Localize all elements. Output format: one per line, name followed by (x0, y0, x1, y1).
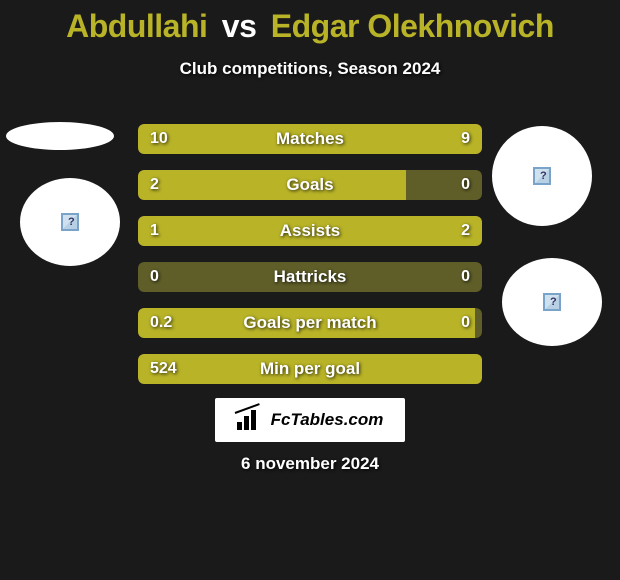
stat-label: Min per goal (138, 354, 482, 384)
image-placeholder-icon (543, 293, 561, 311)
comparison-title: Abdullahi vs Edgar Olekhnovich (0, 0, 620, 45)
image-placeholder-icon (533, 167, 551, 185)
player2-avatar (492, 126, 592, 226)
stat-bar: 1Assists2 (138, 216, 482, 246)
stat-bar: 10Matches9 (138, 124, 482, 154)
image-placeholder-icon (61, 213, 79, 231)
subtitle: Club competitions, Season 2024 (0, 59, 620, 79)
stat-value-right: 2 (461, 216, 470, 246)
stat-value-right: 0 (461, 170, 470, 200)
stat-value-right: 0 (461, 262, 470, 292)
stat-value-right: 0 (461, 308, 470, 338)
player1-avatar (20, 178, 120, 266)
vs-label: vs (222, 8, 257, 44)
stat-label: Goals per match (138, 308, 482, 338)
stat-bars: 10Matches92Goals01Assists20Hattricks00.2… (138, 124, 482, 400)
player1-name: Abdullahi (66, 8, 207, 44)
stat-label: Matches (138, 124, 482, 154)
branding-panel: FcTables.com (215, 398, 405, 442)
avatar-shadow (6, 122, 114, 150)
stat-bar: 2Goals0 (138, 170, 482, 200)
stat-label: Hattricks (138, 262, 482, 292)
player2-avatar-secondary (502, 258, 602, 346)
stat-value-right: 9 (461, 124, 470, 154)
stat-bar: 0.2Goals per match0 (138, 308, 482, 338)
date-label: 6 november 2024 (0, 454, 620, 474)
stat-label: Goals (138, 170, 482, 200)
player2-name: Edgar Olekhnovich (271, 8, 554, 44)
stat-bar: 524Min per goal (138, 354, 482, 384)
brand-text: FcTables.com (271, 410, 384, 430)
stat-bar: 0Hattricks0 (138, 262, 482, 292)
stat-label: Assists (138, 216, 482, 246)
bar-chart-icon (237, 410, 265, 430)
